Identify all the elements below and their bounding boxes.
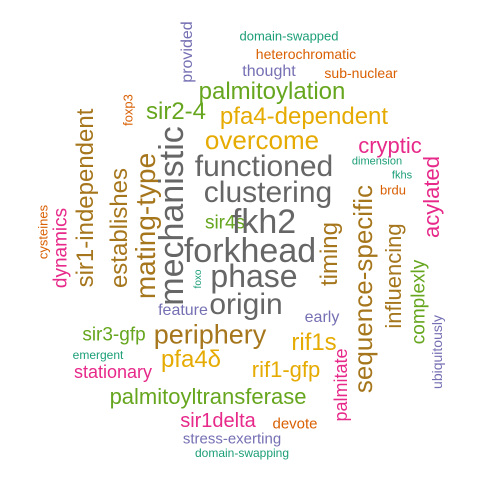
word-palmitate: palmitate — [331, 348, 351, 422]
word-sir2-4: sir2-4 — [145, 98, 207, 125]
word-dynamics: dynamics — [50, 207, 72, 289]
word-domain-swapped: domain-swapped — [239, 28, 339, 44]
word-mechanistic: mechanistic — [153, 126, 191, 306]
word-dimension: dimension — [351, 155, 403, 168]
word-fkh2: fkh2 — [231, 203, 297, 241]
word-sir1-independent: sir1-independent — [72, 108, 99, 288]
word-rif1-gfp: rif1-gfp — [251, 357, 321, 382]
word-foxo: foxo — [193, 269, 204, 289]
word-emergent: emergent — [72, 348, 124, 362]
word-pfa4-dependent: pfa4-dependent — [219, 103, 389, 130]
word-domain-swapping: domain-swapping — [194, 446, 290, 460]
word-provided: provided — [179, 21, 196, 83]
word-periphery: periphery — [153, 319, 267, 350]
word-fkhs: fkhs — [391, 169, 413, 182]
word-sub-nuclear: sub-nuclear — [324, 65, 398, 81]
word-pfa4d: pfa4δ — [160, 346, 222, 373]
word-acylated: acylated — [419, 156, 444, 238]
word-cryptic: cryptic — [358, 133, 422, 158]
word-heterochromatic: heterochromatic — [255, 46, 357, 62]
word-origin: origin — [209, 288, 283, 321]
word-ubiquitously: ubiquitously — [429, 315, 445, 389]
word-overcome: overcome — [204, 125, 320, 155]
word-palmitoylation: palmitoylation — [198, 78, 346, 105]
word-timing: timing — [316, 221, 343, 287]
word-foxp3: foxp3 — [120, 94, 136, 126]
word-sequence-specific: sequence-specific — [348, 184, 378, 394]
word-establishes: establishes — [106, 167, 133, 289]
word-cysteines: cysteines — [35, 204, 51, 260]
word-sir3-gfp: sir3-gfp — [82, 324, 146, 346]
word-sir4s: sir4s — [204, 212, 246, 234]
word-forkhead: forkhead — [183, 232, 317, 270]
word-influencing: influencing — [381, 223, 406, 329]
word-devote: devote — [272, 415, 318, 433]
word-stationary: stationary — [73, 362, 153, 382]
word-clustering: clustering — [203, 176, 333, 209]
word-thought: thought — [242, 63, 296, 80]
word-feature: feature — [158, 302, 208, 319]
word-phase: phase — [210, 258, 298, 294]
word-complexly: complexly — [408, 259, 430, 345]
word-brdu: brdu — [379, 182, 407, 198]
word-stress-exerting: stress-exerting — [182, 430, 282, 448]
word-sir1delta: sir1delta — [180, 410, 256, 432]
word-rif1s: rif1s — [291, 329, 337, 356]
word-palmitoyltransferase: palmitoyltransferase — [109, 384, 307, 409]
word-functioned: functioned — [194, 150, 334, 183]
word-early: early — [304, 309, 340, 326]
